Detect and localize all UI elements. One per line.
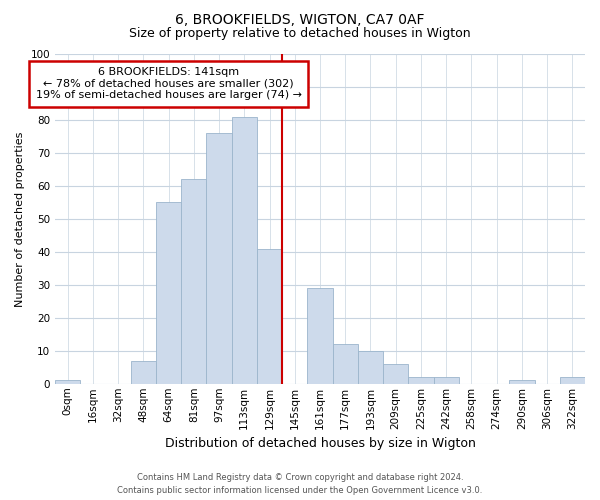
Bar xyxy=(358,351,383,384)
Bar xyxy=(409,377,434,384)
Bar xyxy=(206,133,232,384)
Y-axis label: Number of detached properties: Number of detached properties xyxy=(15,131,25,306)
Text: 6 BROOKFIELDS: 141sqm
← 78% of detached houses are smaller (302)
19% of semi-det: 6 BROOKFIELDS: 141sqm ← 78% of detached … xyxy=(35,67,302,100)
Bar xyxy=(181,180,206,384)
Bar xyxy=(55,380,80,384)
Text: Contains HM Land Registry data © Crown copyright and database right 2024.
Contai: Contains HM Land Registry data © Crown c… xyxy=(118,474,482,495)
Bar xyxy=(156,202,181,384)
Bar xyxy=(257,248,282,384)
X-axis label: Distribution of detached houses by size in Wigton: Distribution of detached houses by size … xyxy=(164,437,475,450)
Bar xyxy=(434,377,459,384)
Bar xyxy=(131,360,156,384)
Bar xyxy=(383,364,409,384)
Bar xyxy=(560,377,585,384)
Bar xyxy=(232,116,257,384)
Text: Size of property relative to detached houses in Wigton: Size of property relative to detached ho… xyxy=(129,28,471,40)
Text: 6, BROOKFIELDS, WIGTON, CA7 0AF: 6, BROOKFIELDS, WIGTON, CA7 0AF xyxy=(175,12,425,26)
Bar xyxy=(307,288,332,384)
Bar xyxy=(509,380,535,384)
Bar xyxy=(332,344,358,384)
